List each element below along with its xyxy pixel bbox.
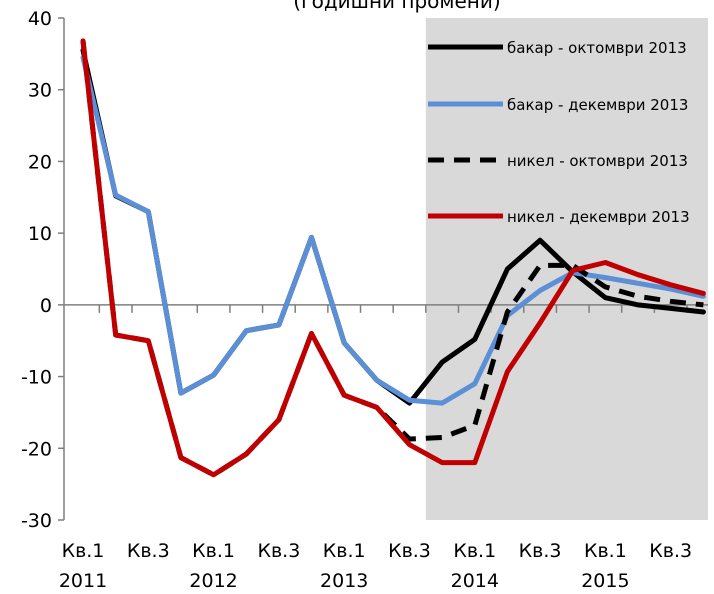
x-tick-label: Кв.3: [649, 540, 692, 562]
y-tick-label: -20: [21, 438, 52, 460]
x-tick-label: Кв.1: [323, 540, 366, 562]
legend-label-3: никел - декември 2013: [507, 208, 690, 226]
x-tick-year-label: 2012: [189, 570, 237, 592]
x-tick-year-label: 2013: [320, 570, 368, 592]
chart-title: (годишни промени): [293, 0, 500, 13]
x-tick-year-label: 2015: [581, 570, 629, 592]
y-tick-label: 0: [40, 295, 52, 317]
x-tick-label: Кв.3: [388, 540, 431, 562]
x-tick-label: Кв.1: [62, 540, 105, 562]
legend-label-1: бакар - декември 2013: [507, 96, 688, 114]
y-tick-label: 20: [28, 151, 52, 173]
series-line-3: [80, 38, 706, 478]
y-tick-label: -30: [21, 510, 52, 532]
x-tick-label: Кв.1: [584, 540, 627, 562]
x-tick-year-label: 2014: [451, 570, 499, 592]
series-line-1: [80, 54, 706, 406]
x-tick-label: Кв.1: [192, 540, 235, 562]
y-tick-label: 30: [28, 80, 52, 102]
x-tick-label: Кв.3: [127, 540, 170, 562]
x-tick-year-label: 2011: [59, 570, 107, 592]
x-tick-label: Кв.3: [257, 540, 300, 562]
legend-label-2: никел - октомври 2013: [507, 152, 688, 170]
y-tick-label: 10: [28, 223, 52, 245]
y-tick-label: 40: [28, 8, 52, 30]
x-tick-label: Кв.1: [453, 540, 496, 562]
legend-label-0: бакар - октомври 2013: [507, 39, 687, 57]
y-tick-label: -10: [21, 367, 52, 389]
x-tick-label: Кв.3: [519, 540, 562, 562]
